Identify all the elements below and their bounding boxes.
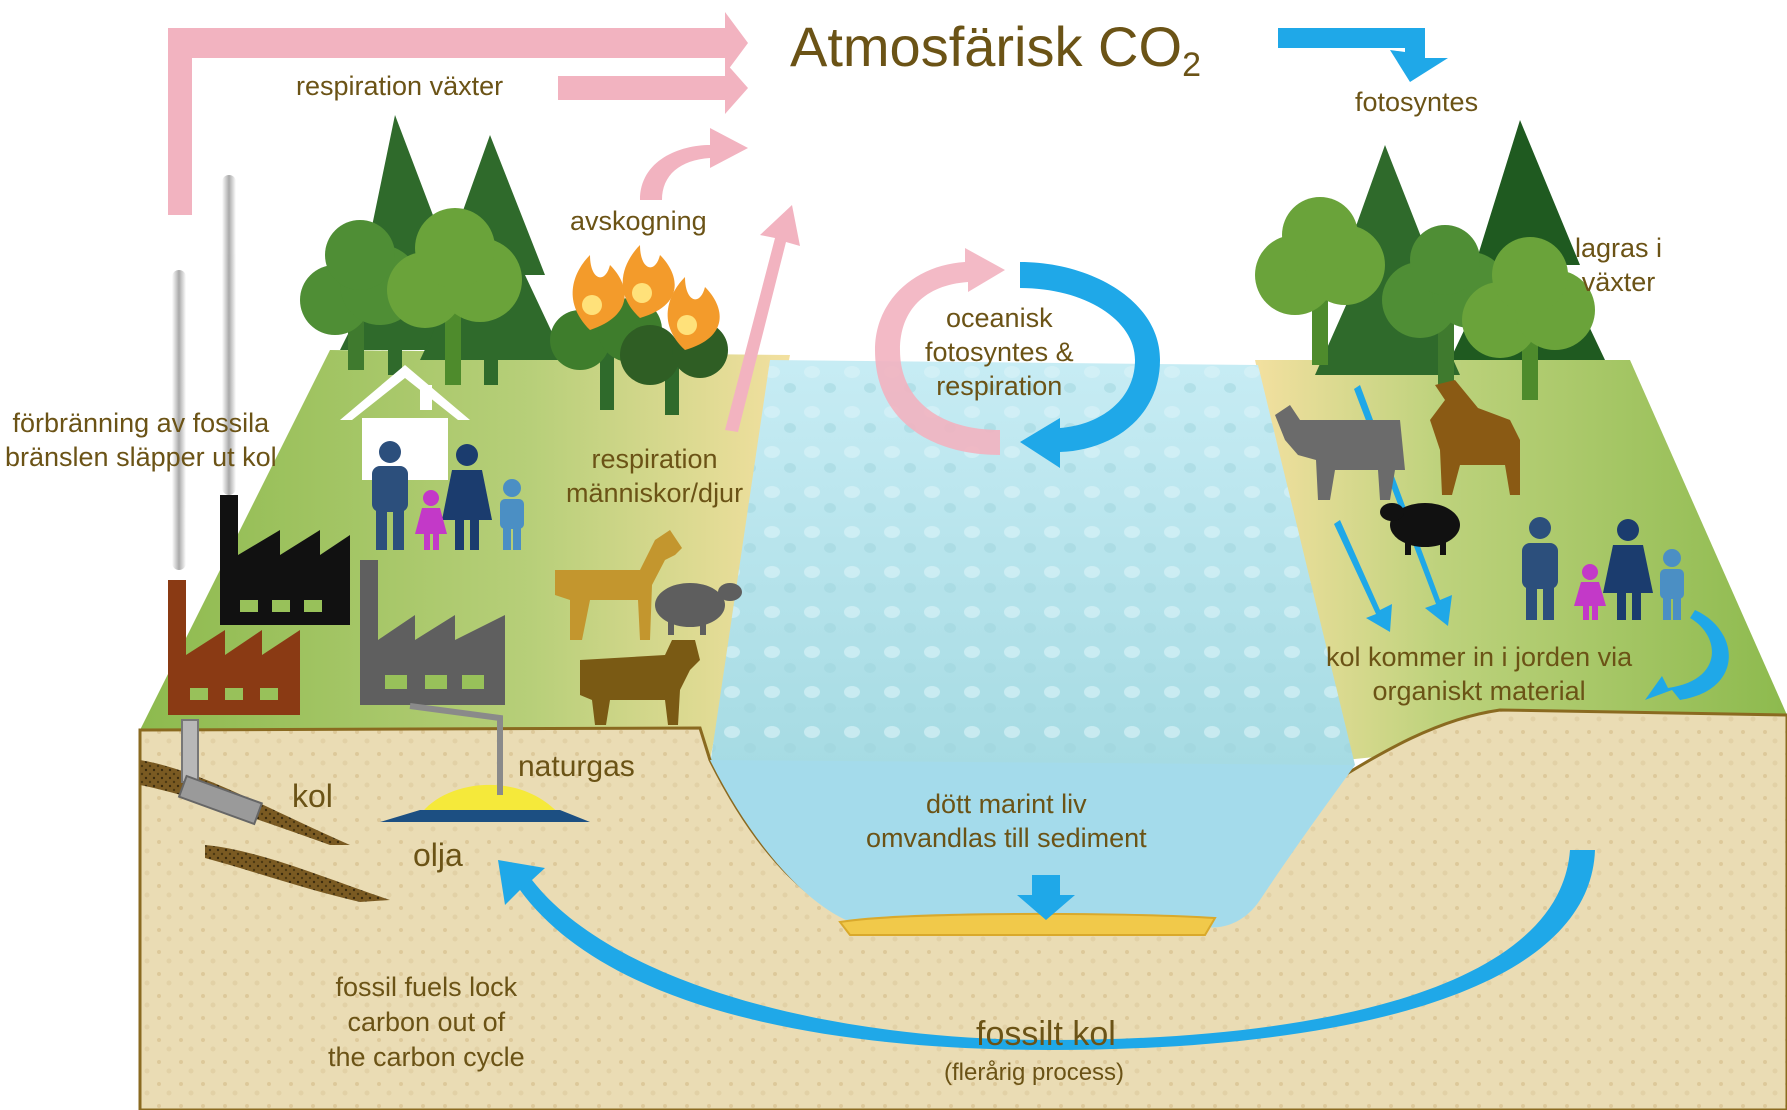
family-right bbox=[1522, 517, 1684, 620]
label-oil: olja bbox=[413, 837, 463, 873]
arrow-combustion-to-atmosphere bbox=[168, 12, 748, 215]
label-respiration-plants: respiration växter bbox=[296, 71, 504, 101]
smoke-plume-2 bbox=[222, 175, 236, 495]
gas-pipe bbox=[409, 703, 503, 795]
label-combustion-line1: förbränning av fossila bbox=[12, 408, 270, 438]
arrow-respiration-plants bbox=[558, 62, 748, 114]
label-fossil-process: (flerårig process) bbox=[944, 1059, 1125, 1086]
family-left bbox=[372, 441, 524, 550]
label-marine-sediment: dött marint liv omvandlas till sediment bbox=[866, 788, 1147, 856]
cow-icon bbox=[580, 640, 700, 725]
label-stored-in-plants-line1: lagras i bbox=[1575, 233, 1663, 263]
sheep-icon bbox=[1380, 503, 1460, 555]
label-soil-line2: organiskt material bbox=[1372, 675, 1586, 706]
label-natural-gas: naturgas bbox=[518, 750, 635, 783]
label-ocean-line3: respiration bbox=[936, 370, 1063, 401]
label-stored-in-plants: lagras i växter bbox=[1575, 232, 1662, 300]
label-lock-line1: fossil fuels lock bbox=[335, 972, 518, 1002]
deciduous-tree bbox=[1382, 225, 1508, 385]
arrow-marine-down bbox=[1017, 875, 1075, 920]
sheep-icon bbox=[655, 583, 742, 635]
horse-icon bbox=[1430, 380, 1520, 495]
person-man-icon bbox=[372, 441, 408, 550]
label-marine-line1: dött marint liv bbox=[926, 789, 1087, 819]
deciduous-tree bbox=[1462, 237, 1595, 400]
label-lock-line3: the carbon cycle bbox=[328, 1042, 525, 1073]
gas-pocket bbox=[420, 784, 560, 815]
arrow-soil-3 bbox=[1645, 610, 1729, 700]
burning-trees bbox=[550, 245, 728, 415]
label-combustion-line2: bränslen släpper ut kol bbox=[5, 441, 277, 472]
label-soil-line1: kol kommer in i jorden via bbox=[1326, 642, 1633, 672]
person-boy-icon bbox=[1660, 549, 1684, 620]
cow-icon bbox=[1275, 405, 1405, 500]
label-lock-line2: carbon out of bbox=[347, 1007, 506, 1038]
arrow-soil-1 bbox=[1334, 520, 1392, 632]
arrows-pink bbox=[168, 12, 800, 432]
label-photosynthesis: fotosyntes bbox=[1355, 87, 1479, 117]
coal-pipe bbox=[177, 719, 264, 826]
person-woman-icon bbox=[1603, 519, 1653, 620]
oil-gas-deposit bbox=[380, 703, 590, 822]
label-ocean-exchange: oceanisk fotosyntes & respiration bbox=[925, 302, 1074, 403]
label-fossil-carbon: fossilt kol bbox=[976, 1015, 1116, 1053]
horse-icon bbox=[555, 530, 682, 640]
page-title: Atmosfärisk CO2 bbox=[790, 14, 1201, 85]
label-stored-in-plants-line2: växter bbox=[1581, 266, 1656, 297]
label-resp-humans-line1: respiration bbox=[591, 444, 718, 474]
label-ocean-line1: oceanisk bbox=[946, 303, 1053, 333]
label-deforestation: avskogning bbox=[570, 206, 707, 236]
label-soil-carbon: kol kommer in i jorden via organiskt mat… bbox=[1326, 641, 1632, 709]
label-resp-humans-line2: människor/djur bbox=[566, 477, 744, 508]
person-girl-icon bbox=[415, 490, 447, 550]
ocean-arrow-pink bbox=[875, 248, 1005, 455]
person-woman-icon bbox=[442, 444, 492, 550]
trees-right bbox=[1255, 120, 1605, 400]
deciduous-tree bbox=[387, 208, 522, 385]
arrow-photosynthesis bbox=[1278, 28, 1448, 82]
sediment bbox=[838, 912, 1217, 936]
ocean-cycle-arrows bbox=[875, 248, 1160, 468]
deciduous-tree bbox=[1255, 197, 1385, 365]
sea-basin bbox=[710, 760, 1355, 928]
label-respiration-humans: respiration människor/djur bbox=[566, 443, 743, 511]
ocean-arrow-blue bbox=[1020, 262, 1160, 468]
person-man-icon bbox=[1522, 517, 1558, 620]
person-girl-icon bbox=[1574, 564, 1606, 620]
title-text: Atmosfärisk CO bbox=[790, 15, 1183, 78]
label-fossil-lock: fossil fuels lock carbon out of the carb… bbox=[328, 970, 525, 1075]
label-combustion: förbränning av fossila bränslen släpper … bbox=[5, 407, 277, 475]
smoke bbox=[172, 175, 236, 570]
label-coal: kol bbox=[292, 778, 333, 814]
title-subscript: 2 bbox=[1182, 46, 1201, 84]
label-marine-line2: omvandlas till sediment bbox=[866, 822, 1147, 853]
oil-pocket bbox=[380, 810, 590, 822]
smoke-plume-1 bbox=[172, 270, 186, 570]
arrow-respiration-humans bbox=[725, 205, 800, 432]
factory-black-icon bbox=[220, 495, 350, 625]
coal-seam bbox=[205, 845, 390, 902]
person-boy-icon bbox=[500, 479, 524, 550]
factory-gray-icon bbox=[360, 560, 505, 705]
factory-brown-icon bbox=[168, 580, 300, 715]
label-ocean-line2: fotosyntes & bbox=[925, 336, 1074, 367]
trees-left bbox=[300, 115, 728, 415]
arrow-deforestation bbox=[640, 128, 748, 200]
